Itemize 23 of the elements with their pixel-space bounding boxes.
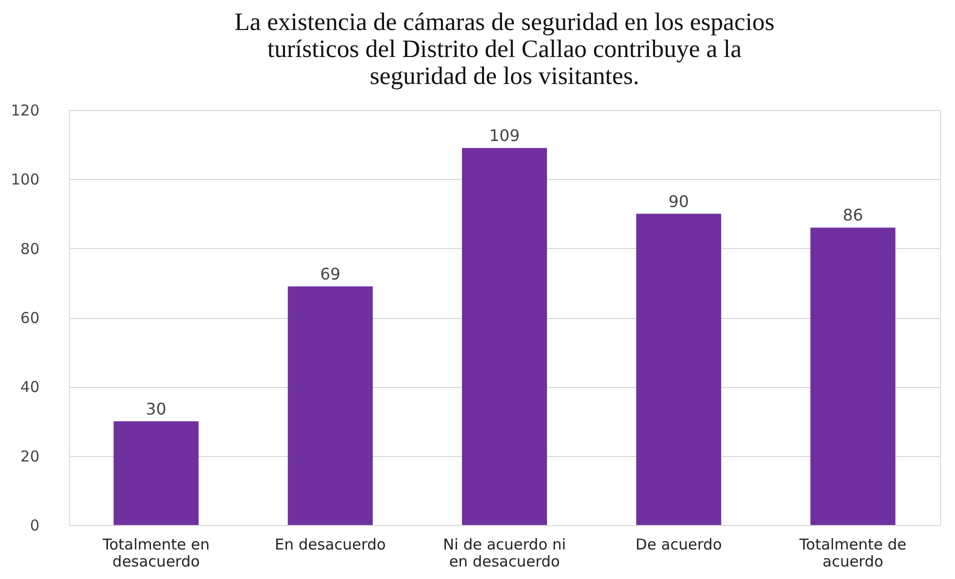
x-tick-label: De acuerdo xyxy=(636,536,722,554)
data-label: 90 xyxy=(668,192,689,211)
bar xyxy=(810,228,896,525)
data-label: 30 xyxy=(146,399,166,418)
chart-title: La existencia de cámaras de seguridad en los espacios turísticos del Distrito del Callao contribuye a la seguridad de los visitantes. xyxy=(234,9,775,90)
y-tick-label: 0 xyxy=(30,516,40,534)
bar xyxy=(462,148,547,525)
x-tick-label: Totalmente de acuerdo xyxy=(798,536,906,570)
bar xyxy=(114,421,199,525)
y-tick-label: 20 xyxy=(20,447,40,466)
x-tick-label: Totalmente en desacuerdo xyxy=(102,536,210,570)
data-label: 86 xyxy=(842,206,864,225)
data-label: 109 xyxy=(489,126,520,146)
y-tick-label: 60 xyxy=(20,309,40,327)
y-tick-label: 40 xyxy=(20,378,40,396)
bar xyxy=(288,286,373,525)
x-tick-label: Ni de acuerdo ni en desacuerdo xyxy=(443,536,566,570)
y-tick-label: 80 xyxy=(20,240,40,258)
y-tick-label: 120 xyxy=(10,102,40,120)
y-tick-label: 100 xyxy=(10,170,40,189)
x-tick-label: En desacuerdo xyxy=(274,536,386,554)
data-label: 69 xyxy=(320,264,340,284)
bar xyxy=(636,214,722,525)
